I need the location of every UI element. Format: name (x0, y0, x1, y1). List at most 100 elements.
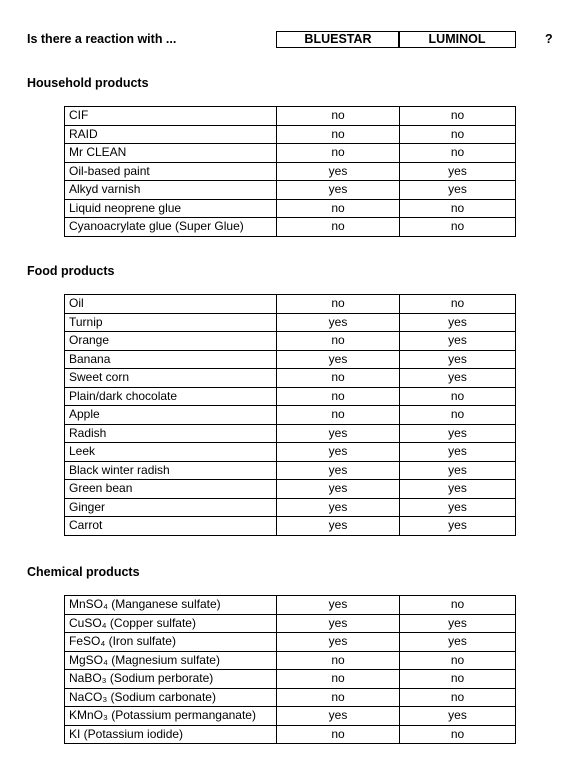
bluestar-result: no (276, 106, 400, 126)
item-name: Ginger (64, 497, 277, 517)
table-row: Mr CLEAN no no (64, 143, 516, 163)
bluestar-result: no (276, 198, 400, 218)
table-body: Oil no no Turnip yes yes Orange no yes Banana yes y… (64, 294, 516, 536)
item-name: CIF (64, 106, 277, 126)
table-row: Alkyd varnish yes yes (64, 180, 516, 200)
bluestar-result: no (276, 143, 400, 163)
luminol-result: yes (399, 331, 516, 351)
table-row: Turnip yes yes (64, 312, 516, 332)
question: Is there a reaction with ... (27, 32, 177, 46)
item-name: Liquid neoprene glue (64, 198, 277, 218)
luminol-result: no (399, 294, 516, 314)
luminol-result: yes (399, 479, 516, 499)
item-name: Radish (64, 423, 277, 443)
column-header: BLUESTAR (276, 31, 400, 48)
section-title: Household products (27, 76, 149, 90)
bluestar-result: yes (276, 595, 400, 615)
bluestar-result: yes (276, 632, 400, 652)
bluestar-result: yes (276, 516, 400, 536)
item-name: Oil-based paint (64, 161, 277, 181)
luminol-result: no (399, 124, 516, 144)
luminol-result: yes (399, 613, 516, 633)
luminol-result: no (399, 405, 516, 425)
luminol-result: yes (399, 442, 516, 462)
bluestar-result: no (276, 294, 400, 314)
table-row: KI (Potassium iodide) no no (64, 724, 516, 744)
luminol-result: no (399, 650, 516, 670)
table-row: CIF no no (64, 106, 516, 126)
section-title: Chemical products (27, 565, 140, 579)
bluestar-result: no (276, 669, 400, 689)
bluestar-result: no (276, 650, 400, 670)
table-row: Oil-based paint yes yes (64, 161, 516, 181)
item-name: Sweet corn (64, 368, 277, 388)
bluestar-result: yes (276, 180, 400, 200)
bluestar-result: no (276, 687, 400, 707)
bluestar-result: no (276, 724, 400, 744)
luminol-result: yes (399, 161, 516, 181)
luminol-result: yes (399, 497, 516, 517)
item-name: Black winter radish (64, 460, 277, 480)
item-name: Alkyd varnish (64, 180, 277, 200)
table-row: RAID no no (64, 124, 516, 144)
bluestar-result: yes (276, 706, 400, 726)
bluestar-result: yes (276, 460, 400, 480)
column-header: LUMINOL (398, 31, 516, 48)
item-name: Apple (64, 405, 277, 425)
results-table: Oil no no Turnip yes yes Orange no yes Banana yes y… (64, 294, 516, 536)
item-name: Oil (64, 294, 277, 314)
item-name: Plain/dark chocolate (64, 386, 277, 406)
bluestar-result: yes (276, 312, 400, 332)
luminol-result: no (399, 143, 516, 163)
luminol-result: no (399, 106, 516, 126)
table-row: Liquid neoprene glue no no (64, 198, 516, 218)
table-row: Radish yes yes (64, 423, 516, 443)
table-row: Carrot yes yes (64, 516, 516, 536)
table-row: Banana yes yes (64, 349, 516, 369)
luminol-result: yes (399, 516, 516, 536)
item-name: NaBO₃ (Sodium perborate) (64, 669, 277, 689)
table-row: NaBO₃ (Sodium perborate) no no (64, 669, 516, 689)
luminol-result: no (399, 217, 516, 237)
bluestar-result: no (276, 368, 400, 388)
bluestar-result: no (276, 386, 400, 406)
luminol-result: yes (399, 632, 516, 652)
item-name: MnSO₄ (Manganese sulfate) (64, 595, 277, 615)
section-title: Food products (27, 264, 115, 278)
luminol-result: yes (399, 706, 516, 726)
bluestar-result: yes (276, 613, 400, 633)
luminol-result: yes (399, 312, 516, 332)
item-name: Green bean (64, 479, 277, 499)
table-row: MgSO₄ (Magnesium sulfate) no no (64, 650, 516, 670)
table-row: Black winter radish yes yes (64, 460, 516, 480)
item-name: KI (Potassium iodide) (64, 724, 277, 744)
item-name: KMnO₃ (Potassium permanganate) (64, 706, 277, 726)
table-row: MnSO₄ (Manganese sulfate) yes no (64, 595, 516, 615)
luminol-result: no (399, 595, 516, 615)
results-table: MnSO₄ (Manganese sulfate) yes no CuSO₄ (Cop… (64, 595, 516, 744)
bluestar-result: yes (276, 161, 400, 181)
bluestar-result: yes (276, 349, 400, 369)
table-row: NaCO₃ (Sodium carbonate) no no (64, 687, 516, 707)
bluestar-result: yes (276, 423, 400, 443)
table-row: Oil no no (64, 294, 516, 314)
luminol-result: no (399, 386, 516, 406)
table-row: Orange no yes (64, 331, 516, 351)
luminol-result: no (399, 198, 516, 218)
bluestar-result: no (276, 331, 400, 351)
item-name: NaCO₃ (Sodium carbonate) (64, 687, 277, 707)
table-row: CuSO₄ (Copper sulfate) yes yes (64, 613, 516, 633)
table-row: Plain/dark chocolate no no (64, 386, 516, 406)
item-name: Mr CLEAN (64, 143, 277, 163)
bluestar-result: no (276, 405, 400, 425)
bluestar-result: yes (276, 442, 400, 462)
table-row: Ginger yes yes (64, 497, 516, 517)
luminol-result: yes (399, 423, 516, 443)
item-name: Turnip (64, 312, 277, 332)
luminol-result: no (399, 687, 516, 707)
results-table: CIF no no RAID no no Mr CLEAN no no Oil-based pai… (64, 106, 516, 237)
item-name: RAID (64, 124, 277, 144)
bluestar-result: yes (276, 497, 400, 517)
luminol-result: yes (399, 460, 516, 480)
